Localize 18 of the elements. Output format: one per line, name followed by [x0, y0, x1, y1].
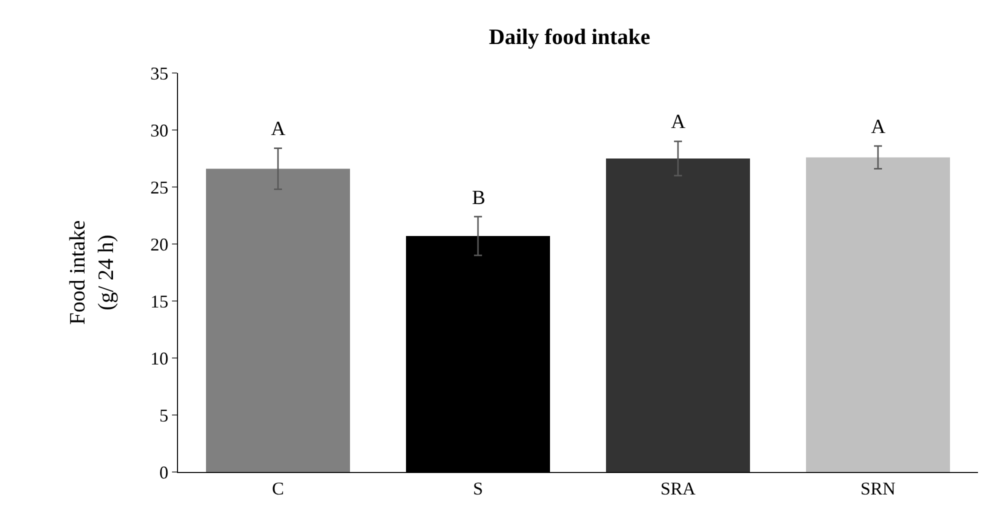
- y-tick-label: 15: [150, 291, 168, 312]
- y-tick-label: 20: [150, 234, 168, 254]
- y-tick-label: 0: [159, 462, 168, 482]
- y-tick-label: 35: [150, 63, 168, 84]
- annotation: A: [671, 111, 686, 133]
- x-tick-label: SRN: [860, 478, 896, 499]
- y-tick-label: 30: [150, 120, 168, 140]
- y-axis-title: Food intake (g/ 24 h): [64, 220, 118, 325]
- x-tick-label: C: [272, 478, 284, 499]
- chart-title: Daily food intake: [488, 24, 650, 50]
- y-tick-label: 5: [159, 405, 168, 426]
- y-tick-label: 25: [150, 177, 168, 198]
- x-tick-label: SRA: [660, 478, 696, 499]
- annotation: A: [871, 116, 886, 138]
- annotation: A: [271, 118, 286, 140]
- y-tick-label: 10: [150, 348, 168, 368]
- x-tick-label: S: [472, 478, 484, 499]
- annotation: B: [472, 187, 486, 209]
